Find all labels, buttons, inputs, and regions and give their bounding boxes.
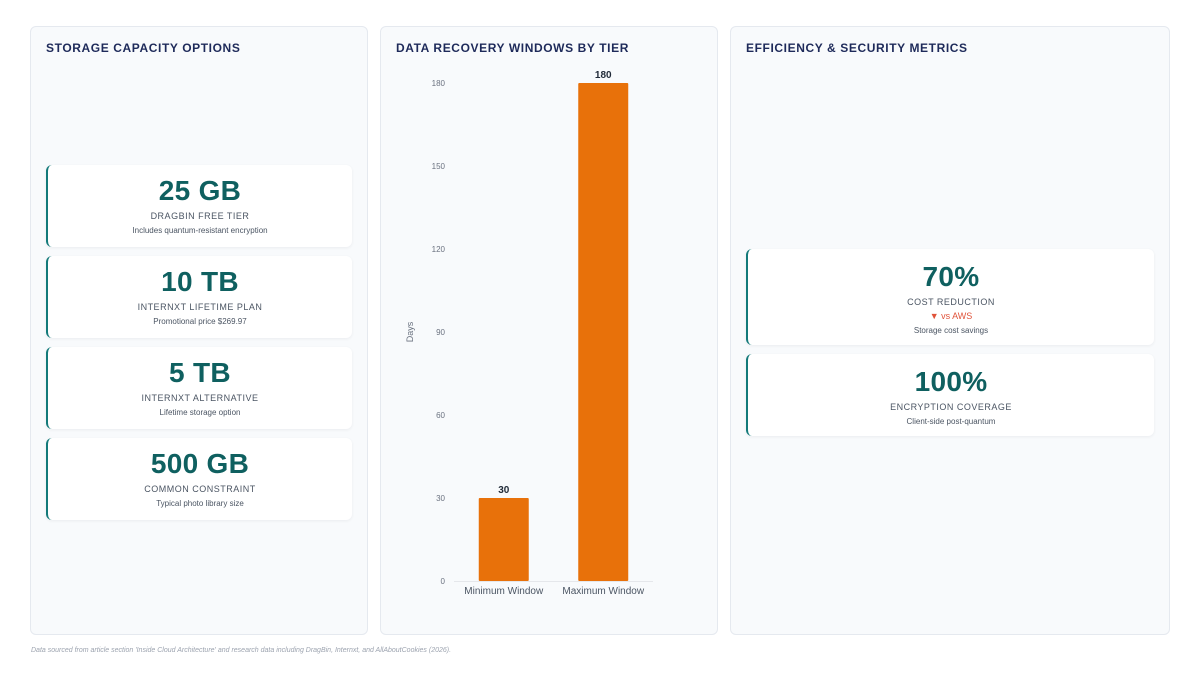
storage-capacity-panel: STORAGE CAPACITY OPTIONS 25 GB DRAGBIN F… — [30, 26, 368, 635]
panel-title: DATA RECOVERY WINDOWS BY TIER — [396, 41, 629, 55]
efficiency-metrics-panel: EFFICIENCY & SECURITY METRICS 70% COST R… — [730, 26, 1170, 635]
y-tick-label: 30 — [436, 494, 445, 503]
panel-title: STORAGE CAPACITY OPTIONS — [46, 41, 241, 55]
y-tick-label: 90 — [436, 328, 445, 337]
stat-note: Includes quantum-resistant encryption — [132, 226, 268, 235]
stat-label: ENCRYPTION COVERAGE — [890, 402, 1012, 412]
stat-note: Typical photo library size — [156, 499, 244, 508]
y-tick-label: 0 — [441, 577, 446, 586]
stat-value: 500 GB — [150, 448, 250, 479]
x-tick-label: Maximum Window — [562, 586, 644, 597]
recovery-windows-panel: DATA RECOVERY WINDOWS BY TIER 0 30 60 90 120… — [380, 26, 718, 635]
stat-label: COST REDUCTION — [907, 297, 995, 307]
stat-label: INTERNXT ALTERNATIVE — [141, 393, 259, 403]
stat-card-encryption-coverage: 100% ENCRYPTION COVERAGE Client-side pos… — [746, 354, 1154, 436]
source-footnote: Data sourced from article section 'Insid… — [31, 647, 452, 654]
stat-card-internxt-alternative: 5 TB INTERNXT ALTERNATIVE Lifetime stora… — [46, 347, 352, 429]
stat-label: INTERNXT LIFETIME PLAN — [137, 302, 263, 312]
bar-data-label: 180 — [595, 70, 612, 81]
y-tick-label: 180 — [432, 79, 446, 88]
y-tick-label: 60 — [436, 411, 445, 420]
y-tick-label: 150 — [432, 162, 446, 171]
stat-value: 100% — [914, 366, 988, 397]
stat-label: DRAGBIN FREE TIER — [150, 211, 250, 221]
x-tick-label: Minimum Window — [464, 586, 544, 597]
recovery-bar-chart: 0 30 60 90 120 150 180 Days 30 Minimum Window 180 M… — [405, 70, 653, 597]
stat-card-cost-reduction: 70% COST REDUCTION ▼ vs AWS Storage cost… — [746, 249, 1154, 345]
stat-value: 70% — [922, 261, 980, 292]
stat-card-dragbin-free: 25 GB DRAGBIN FREE TIER Includes quantum… — [46, 165, 352, 247]
stat-card-internxt-lifetime: 10 TB INTERNXT LIFETIME PLAN Promotional… — [46, 256, 352, 338]
stat-note: Lifetime storage option — [159, 408, 241, 417]
bar-data-label: 30 — [498, 485, 510, 496]
y-tick-label: 120 — [432, 245, 446, 254]
stat-value: 25 GB — [158, 175, 242, 206]
stat-value: 10 TB — [161, 266, 239, 297]
stat-value: 5 TB — [169, 357, 231, 388]
bar-maximum-window — [578, 83, 629, 581]
stat-note: Client-side post-quantum — [906, 417, 996, 426]
y-axis-label: Days — [405, 321, 415, 342]
stat-note: Storage cost savings — [913, 326, 989, 335]
stat-delta: ▼ vs AWS — [929, 311, 973, 321]
stat-note: Promotional price $269.97 — [153, 317, 247, 326]
stat-card-common-constraint: 500 GB COMMON CONSTRAINT Typical photo l… — [46, 438, 352, 520]
panel-title: EFFICIENCY & SECURITY METRICS — [746, 41, 968, 55]
bar-minimum-window — [478, 498, 529, 581]
stat-label: COMMON CONSTRAINT — [144, 484, 256, 494]
